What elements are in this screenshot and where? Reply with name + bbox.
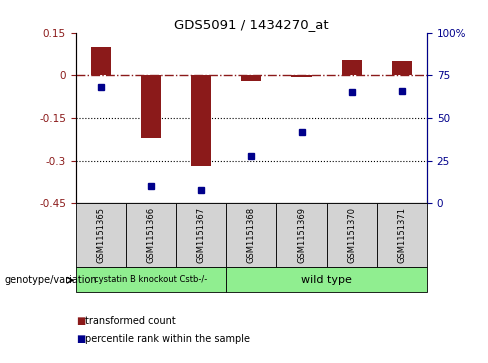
Bar	[392, 61, 412, 75]
Text: transformed count: transformed count	[85, 316, 176, 326]
Bar	[76, 203, 126, 267]
Text: genotype/variation: genotype/variation	[5, 275, 98, 285]
Title: GDS5091 / 1434270_at: GDS5091 / 1434270_at	[174, 19, 328, 32]
Text: GSM1151369: GSM1151369	[297, 207, 306, 263]
Bar	[176, 203, 226, 267]
Bar	[377, 203, 427, 267]
Bar	[126, 203, 176, 267]
Bar	[191, 75, 211, 166]
Text: wild type: wild type	[301, 274, 352, 285]
Bar	[291, 75, 311, 77]
Bar	[141, 75, 161, 138]
Text: GSM1151365: GSM1151365	[96, 207, 105, 263]
Bar	[226, 203, 276, 267]
Text: GSM1151366: GSM1151366	[146, 207, 156, 263]
Text: GSM1151371: GSM1151371	[397, 207, 407, 263]
Text: cystatin B knockout Cstb-/-: cystatin B knockout Cstb-/-	[94, 275, 207, 284]
Text: GSM1151367: GSM1151367	[197, 207, 205, 263]
Bar	[241, 75, 262, 81]
Bar	[91, 47, 111, 75]
Bar	[276, 203, 326, 267]
Text: GSM1151370: GSM1151370	[347, 207, 356, 263]
Text: ■: ■	[76, 316, 85, 326]
Bar	[326, 203, 377, 267]
Bar	[226, 267, 427, 292]
Text: ■: ■	[76, 334, 85, 344]
Text: percentile rank within the sample: percentile rank within the sample	[85, 334, 250, 344]
Bar	[76, 267, 226, 292]
Bar	[342, 60, 362, 75]
Text: GSM1151368: GSM1151368	[247, 207, 256, 263]
